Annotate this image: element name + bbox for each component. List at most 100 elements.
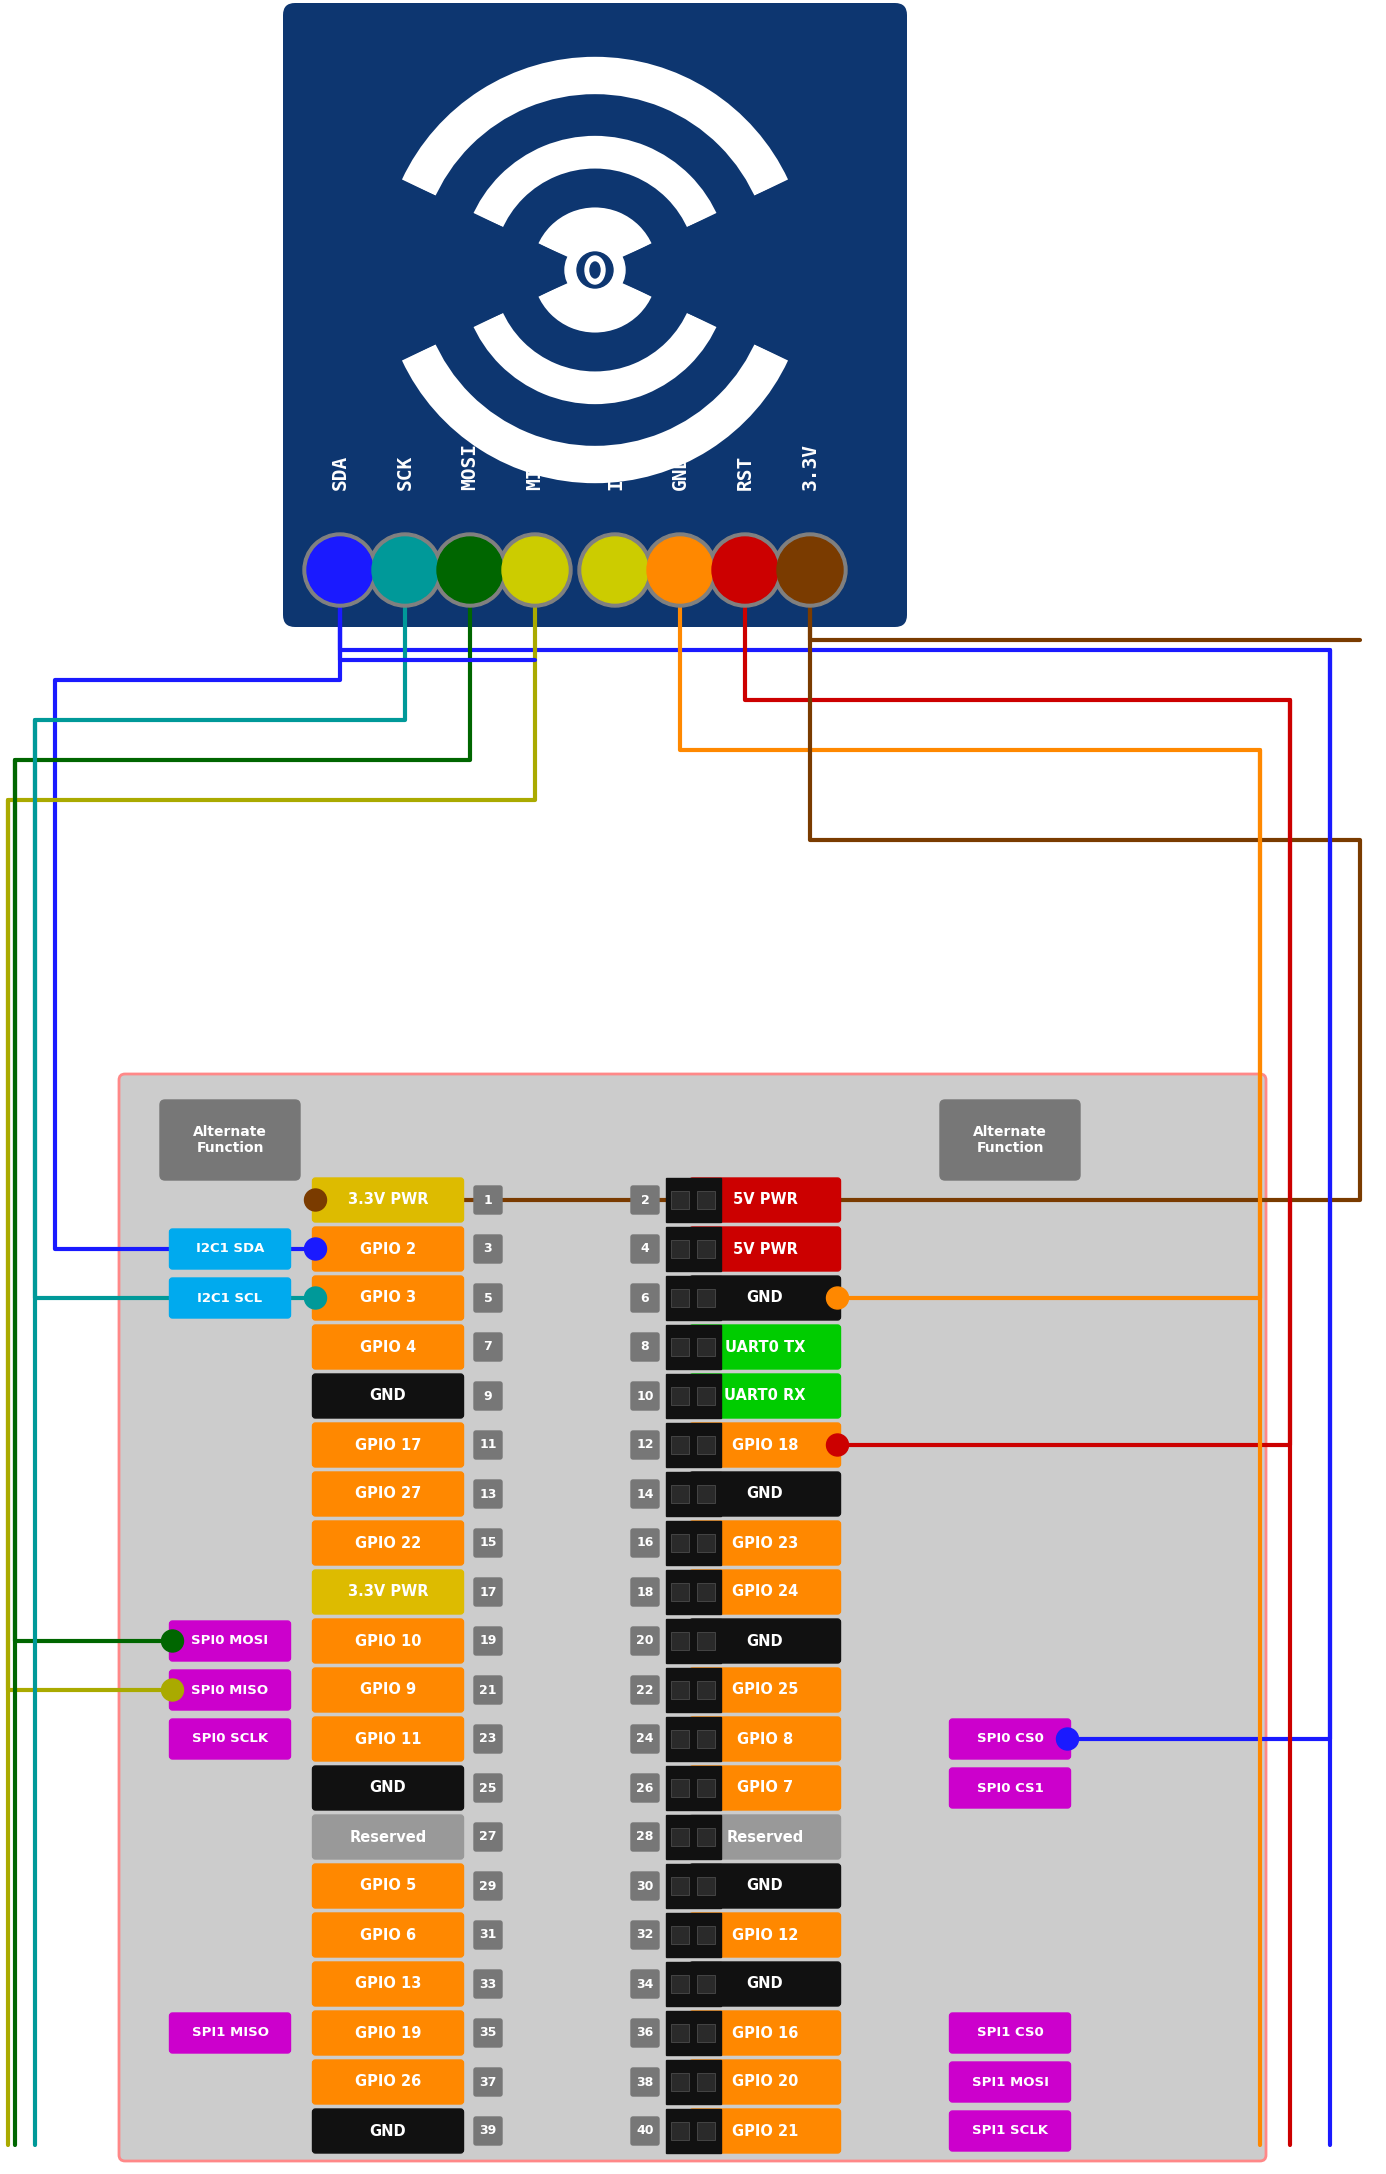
FancyBboxPatch shape	[119, 1074, 1265, 2161]
Text: GPIO 21: GPIO 21	[732, 2124, 798, 2139]
FancyBboxPatch shape	[665, 1424, 721, 1467]
FancyBboxPatch shape	[159, 1100, 299, 1180]
FancyBboxPatch shape	[665, 1472, 721, 1515]
Text: GPIO 24: GPIO 24	[732, 1585, 798, 1600]
FancyBboxPatch shape	[949, 1720, 1070, 1759]
FancyBboxPatch shape	[631, 1333, 658, 1361]
FancyBboxPatch shape	[697, 1337, 715, 1357]
FancyBboxPatch shape	[697, 1239, 715, 1259]
Circle shape	[305, 1237, 327, 1261]
FancyBboxPatch shape	[689, 1374, 840, 1417]
FancyBboxPatch shape	[697, 1876, 715, 1896]
Circle shape	[582, 537, 649, 602]
Text: Alternate
Function: Alternate Function	[973, 1124, 1046, 1154]
Text: 7: 7	[484, 1341, 492, 1354]
Text: GPIO 23: GPIO 23	[732, 1535, 798, 1550]
FancyBboxPatch shape	[671, 1926, 689, 1944]
FancyBboxPatch shape	[169, 1622, 291, 1661]
FancyBboxPatch shape	[474, 2117, 502, 2146]
Text: GPIO 12: GPIO 12	[732, 1928, 798, 1944]
Text: GPIO 19: GPIO 19	[355, 2026, 421, 2041]
Text: 28: 28	[636, 1831, 654, 1844]
FancyBboxPatch shape	[474, 1676, 502, 1704]
Text: 8: 8	[640, 1341, 649, 1354]
FancyBboxPatch shape	[697, 1485, 715, 1502]
Text: GPIO 13: GPIO 13	[355, 1976, 421, 1991]
FancyBboxPatch shape	[671, 1191, 689, 1209]
Text: 17: 17	[480, 1585, 496, 1598]
FancyBboxPatch shape	[689, 2011, 840, 2054]
FancyBboxPatch shape	[697, 1289, 715, 1307]
Circle shape	[369, 533, 442, 607]
FancyBboxPatch shape	[312, 1522, 463, 1565]
FancyBboxPatch shape	[312, 1472, 463, 1515]
FancyBboxPatch shape	[671, 1778, 689, 1798]
FancyBboxPatch shape	[949, 2013, 1070, 2052]
FancyBboxPatch shape	[665, 1961, 721, 2007]
FancyBboxPatch shape	[671, 2074, 689, 2091]
FancyBboxPatch shape	[697, 2122, 715, 2139]
Text: GPIO 26: GPIO 26	[355, 2074, 421, 2089]
FancyBboxPatch shape	[689, 1226, 840, 1272]
FancyBboxPatch shape	[689, 1472, 840, 1515]
FancyBboxPatch shape	[665, 2109, 721, 2152]
Circle shape	[162, 1678, 183, 1700]
Circle shape	[498, 533, 572, 607]
FancyBboxPatch shape	[689, 1863, 840, 1909]
Text: GND: GND	[747, 1487, 783, 1502]
FancyBboxPatch shape	[631, 2117, 658, 2146]
Text: GND: GND	[370, 2124, 406, 2139]
Text: GND: GND	[747, 1291, 783, 1307]
FancyBboxPatch shape	[665, 1522, 721, 1565]
Text: 36: 36	[636, 2026, 654, 2039]
FancyBboxPatch shape	[665, 1226, 721, 1272]
FancyBboxPatch shape	[697, 1583, 715, 1600]
Text: GPIO 22: GPIO 22	[355, 1535, 421, 1550]
FancyBboxPatch shape	[665, 1765, 721, 1811]
FancyBboxPatch shape	[283, 2, 906, 626]
Text: GND: GND	[747, 1878, 783, 1894]
FancyBboxPatch shape	[312, 1226, 463, 1272]
FancyBboxPatch shape	[697, 1828, 715, 1846]
FancyBboxPatch shape	[312, 1863, 463, 1909]
FancyBboxPatch shape	[312, 1961, 463, 2007]
Text: GPIO 2: GPIO 2	[360, 1241, 416, 1257]
FancyBboxPatch shape	[671, 1485, 689, 1502]
Ellipse shape	[590, 263, 600, 278]
Text: 11: 11	[480, 1439, 496, 1452]
FancyBboxPatch shape	[312, 1276, 463, 1320]
FancyBboxPatch shape	[697, 1926, 715, 1944]
Text: 15: 15	[480, 1537, 496, 1550]
FancyBboxPatch shape	[689, 1424, 840, 1467]
Circle shape	[1056, 1728, 1078, 1750]
Circle shape	[826, 1435, 848, 1457]
FancyBboxPatch shape	[689, 1620, 840, 1663]
FancyBboxPatch shape	[671, 1731, 689, 1748]
FancyBboxPatch shape	[949, 1767, 1070, 1809]
FancyBboxPatch shape	[631, 1285, 658, 1311]
FancyBboxPatch shape	[689, 1961, 840, 2007]
Text: 26: 26	[636, 1781, 654, 1794]
Circle shape	[708, 533, 782, 607]
Text: 33: 33	[480, 1978, 496, 1991]
Text: GPIO 9: GPIO 9	[360, 1683, 416, 1698]
Text: 1: 1	[484, 1194, 492, 1207]
FancyBboxPatch shape	[312, 1620, 463, 1663]
Text: SDA: SDA	[330, 454, 349, 489]
Text: GPIO 10: GPIO 10	[355, 1633, 421, 1648]
Text: SPI0 SCLK: SPI0 SCLK	[191, 1733, 267, 1746]
FancyBboxPatch shape	[671, 1535, 689, 1552]
FancyBboxPatch shape	[697, 2024, 715, 2041]
Text: 31: 31	[480, 1928, 496, 1941]
Text: MISO: MISO	[525, 443, 545, 489]
FancyBboxPatch shape	[631, 1626, 658, 1654]
Text: UART0 RX: UART0 RX	[725, 1389, 805, 1404]
Circle shape	[371, 537, 438, 602]
Text: SPI1 MOSI: SPI1 MOSI	[972, 2076, 1048, 2089]
FancyBboxPatch shape	[665, 1276, 721, 1320]
Text: 18: 18	[636, 1585, 654, 1598]
Text: 19: 19	[480, 1635, 496, 1648]
FancyBboxPatch shape	[474, 1285, 502, 1311]
FancyBboxPatch shape	[671, 2122, 689, 2139]
FancyBboxPatch shape	[474, 1824, 502, 1850]
